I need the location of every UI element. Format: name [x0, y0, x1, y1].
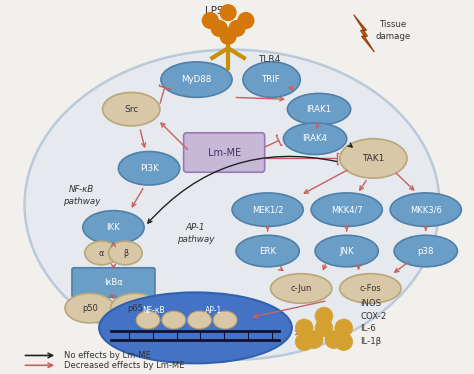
- Ellipse shape: [110, 293, 160, 323]
- Ellipse shape: [25, 50, 439, 360]
- Text: TRIF: TRIF: [262, 75, 281, 84]
- Ellipse shape: [136, 311, 160, 329]
- Text: p50: p50: [82, 304, 98, 313]
- Ellipse shape: [162, 311, 186, 329]
- Text: pathway: pathway: [63, 197, 100, 206]
- FancyBboxPatch shape: [72, 268, 155, 297]
- Text: MKK3/6: MKK3/6: [410, 205, 442, 214]
- Ellipse shape: [188, 311, 211, 329]
- Text: p65: p65: [127, 304, 143, 313]
- Circle shape: [211, 21, 227, 36]
- Ellipse shape: [271, 274, 332, 303]
- Text: Src: Src: [124, 105, 138, 114]
- Text: β: β: [123, 248, 128, 258]
- Circle shape: [295, 319, 313, 337]
- Text: p38: p38: [418, 246, 434, 255]
- Text: JNK: JNK: [339, 246, 354, 255]
- Ellipse shape: [232, 193, 303, 226]
- Text: MyD88: MyD88: [182, 75, 211, 84]
- Text: IRAK1: IRAK1: [307, 105, 332, 114]
- Text: damage: damage: [375, 32, 411, 41]
- Circle shape: [202, 13, 218, 28]
- Text: Lm-ME: Lm-ME: [208, 147, 241, 157]
- Text: pathway: pathway: [177, 235, 214, 244]
- Ellipse shape: [340, 139, 407, 178]
- Text: No effects by Lm-ME: No effects by Lm-ME: [64, 351, 151, 360]
- Text: MKK4/7: MKK4/7: [331, 205, 363, 214]
- Circle shape: [220, 28, 236, 44]
- Circle shape: [335, 333, 353, 350]
- Ellipse shape: [99, 292, 292, 364]
- Text: PI3K: PI3K: [140, 164, 158, 173]
- Ellipse shape: [118, 151, 180, 185]
- Text: NF-κB: NF-κB: [143, 306, 165, 315]
- Ellipse shape: [236, 235, 299, 267]
- Text: IL-6: IL-6: [361, 324, 376, 333]
- Text: TLR4: TLR4: [258, 55, 281, 64]
- Ellipse shape: [83, 211, 144, 244]
- Ellipse shape: [213, 311, 237, 329]
- Ellipse shape: [287, 94, 351, 125]
- Ellipse shape: [161, 62, 232, 97]
- Text: COX-2: COX-2: [361, 312, 387, 321]
- Ellipse shape: [315, 235, 378, 267]
- Text: IκBα: IκBα: [104, 278, 123, 287]
- Polygon shape: [354, 15, 374, 52]
- Text: Decreased effects by Lm-ME: Decreased effects by Lm-ME: [64, 361, 184, 370]
- Ellipse shape: [85, 241, 118, 265]
- FancyBboxPatch shape: [183, 133, 264, 172]
- Text: Tissue: Tissue: [380, 20, 407, 29]
- Text: TAK1: TAK1: [362, 154, 384, 163]
- Circle shape: [305, 331, 323, 349]
- Ellipse shape: [390, 193, 461, 226]
- Ellipse shape: [65, 293, 114, 323]
- Ellipse shape: [340, 274, 401, 303]
- Circle shape: [325, 331, 343, 349]
- Circle shape: [295, 333, 313, 350]
- Text: c-Fos: c-Fos: [360, 284, 381, 293]
- Ellipse shape: [109, 241, 142, 265]
- Text: α: α: [99, 248, 104, 258]
- Text: AP-1: AP-1: [205, 306, 222, 315]
- Circle shape: [238, 13, 254, 28]
- Text: iNOS: iNOS: [361, 299, 382, 308]
- Circle shape: [229, 21, 245, 36]
- Ellipse shape: [102, 92, 160, 126]
- Text: IRAK4: IRAK4: [302, 134, 328, 143]
- Circle shape: [315, 307, 333, 325]
- Circle shape: [335, 319, 353, 337]
- Text: LPS: LPS: [205, 6, 224, 16]
- Ellipse shape: [394, 235, 457, 267]
- Text: NF-κB: NF-κB: [69, 186, 94, 194]
- Text: IL-1β: IL-1β: [361, 337, 382, 346]
- Ellipse shape: [311, 193, 382, 226]
- Circle shape: [315, 319, 333, 337]
- Text: ERK: ERK: [259, 246, 276, 255]
- Ellipse shape: [243, 62, 300, 97]
- Text: AP-1: AP-1: [186, 223, 205, 232]
- Circle shape: [220, 5, 236, 21]
- Text: MEK1/2: MEK1/2: [252, 205, 283, 214]
- Text: IKK: IKK: [107, 223, 120, 232]
- Ellipse shape: [283, 123, 346, 154]
- Text: c-Jun: c-Jun: [291, 284, 312, 293]
